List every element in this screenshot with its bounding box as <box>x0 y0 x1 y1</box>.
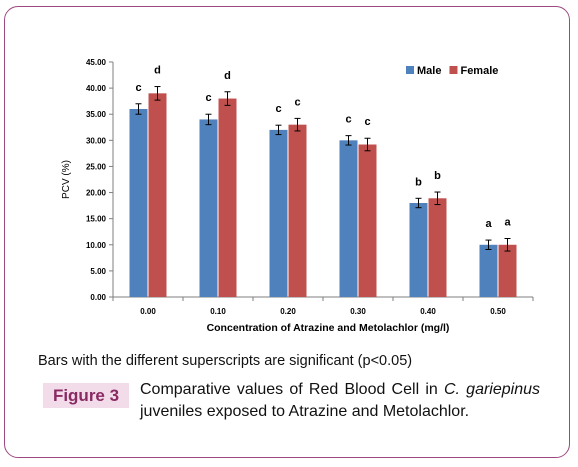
significance-letter-male: a <box>485 218 492 230</box>
bar-male <box>479 244 498 297</box>
x-tick-label: 0.10 <box>210 307 226 316</box>
y-tick-label: 30.00 <box>86 136 107 145</box>
figure-label: Figure 3 <box>43 383 129 408</box>
y-tick-label: 5.00 <box>90 267 106 276</box>
bar-female <box>358 144 377 297</box>
bar-chart: 0.00 5.00 10.00 15.00 20.00 25.00 30.00 35.00 40… <box>61 58 534 334</box>
significance-letter-female: d <box>224 70 231 82</box>
y-tick-label: 20.00 <box>86 189 107 198</box>
y-tick-label: 15.00 <box>86 215 107 224</box>
bar-female <box>148 93 167 297</box>
significance-note: Bars with the different superscripts are… <box>38 353 413 369</box>
bar-female <box>498 244 517 297</box>
significance-letter-female: c <box>294 96 300 108</box>
x-tick-label: 0.20 <box>280 307 296 316</box>
x-tick-label: 0.40 <box>420 307 436 316</box>
figure-caption: Comparative values of Red Blood Cell in … <box>140 379 540 423</box>
legend-label-female: Female <box>460 65 498 77</box>
significance-letter-male: c <box>275 103 281 115</box>
legend-swatch-female <box>449 66 458 74</box>
y-tick-label: 0.00 <box>90 293 106 302</box>
legend-swatch-male <box>406 66 414 74</box>
bar-male <box>199 119 218 297</box>
y-tick-label: 40.00 <box>86 84 107 93</box>
significance-letter-female: a <box>504 217 511 229</box>
y-tick-label: 35.00 <box>86 110 107 119</box>
significance-letter-female: c <box>364 116 370 128</box>
y-tick-label: 25.00 <box>86 162 107 171</box>
y-axis-title: PCV (%) <box>61 160 72 199</box>
bar-female <box>428 198 447 297</box>
x-axis-title: Concentration of Atrazine and Metolachlo… <box>207 322 450 334</box>
significance-letter-female: d <box>154 65 161 77</box>
bar-male <box>129 109 148 297</box>
caption-species: C. gariepinus <box>443 381 540 398</box>
y-tick-label: 45.00 <box>86 58 107 67</box>
x-tick-label: 0.50 <box>490 307 506 316</box>
significance-letter-male: c <box>345 114 351 126</box>
y-tick-label: 10.00 <box>86 241 107 250</box>
x-tick-label: 0.30 <box>350 307 366 316</box>
legend-label-male: Male <box>417 65 441 77</box>
caption-text-end: juveniles exposed to Atrazine and Metola… <box>140 403 470 420</box>
x-tick-label: 0.00 <box>140 307 156 316</box>
significance-letter-female: b <box>434 170 441 182</box>
bar-female <box>218 98 237 297</box>
bar-male <box>269 129 288 297</box>
figure-frame <box>4 6 570 458</box>
significance-letter-male: b <box>415 176 422 188</box>
significance-letter-male: c <box>135 82 141 94</box>
bar-male <box>409 203 428 297</box>
bar-female <box>288 124 307 298</box>
caption-text: Comparative values of Red Blood Cell in <box>140 381 444 398</box>
significance-letter-male: c <box>205 92 211 104</box>
bar-male <box>339 140 358 297</box>
